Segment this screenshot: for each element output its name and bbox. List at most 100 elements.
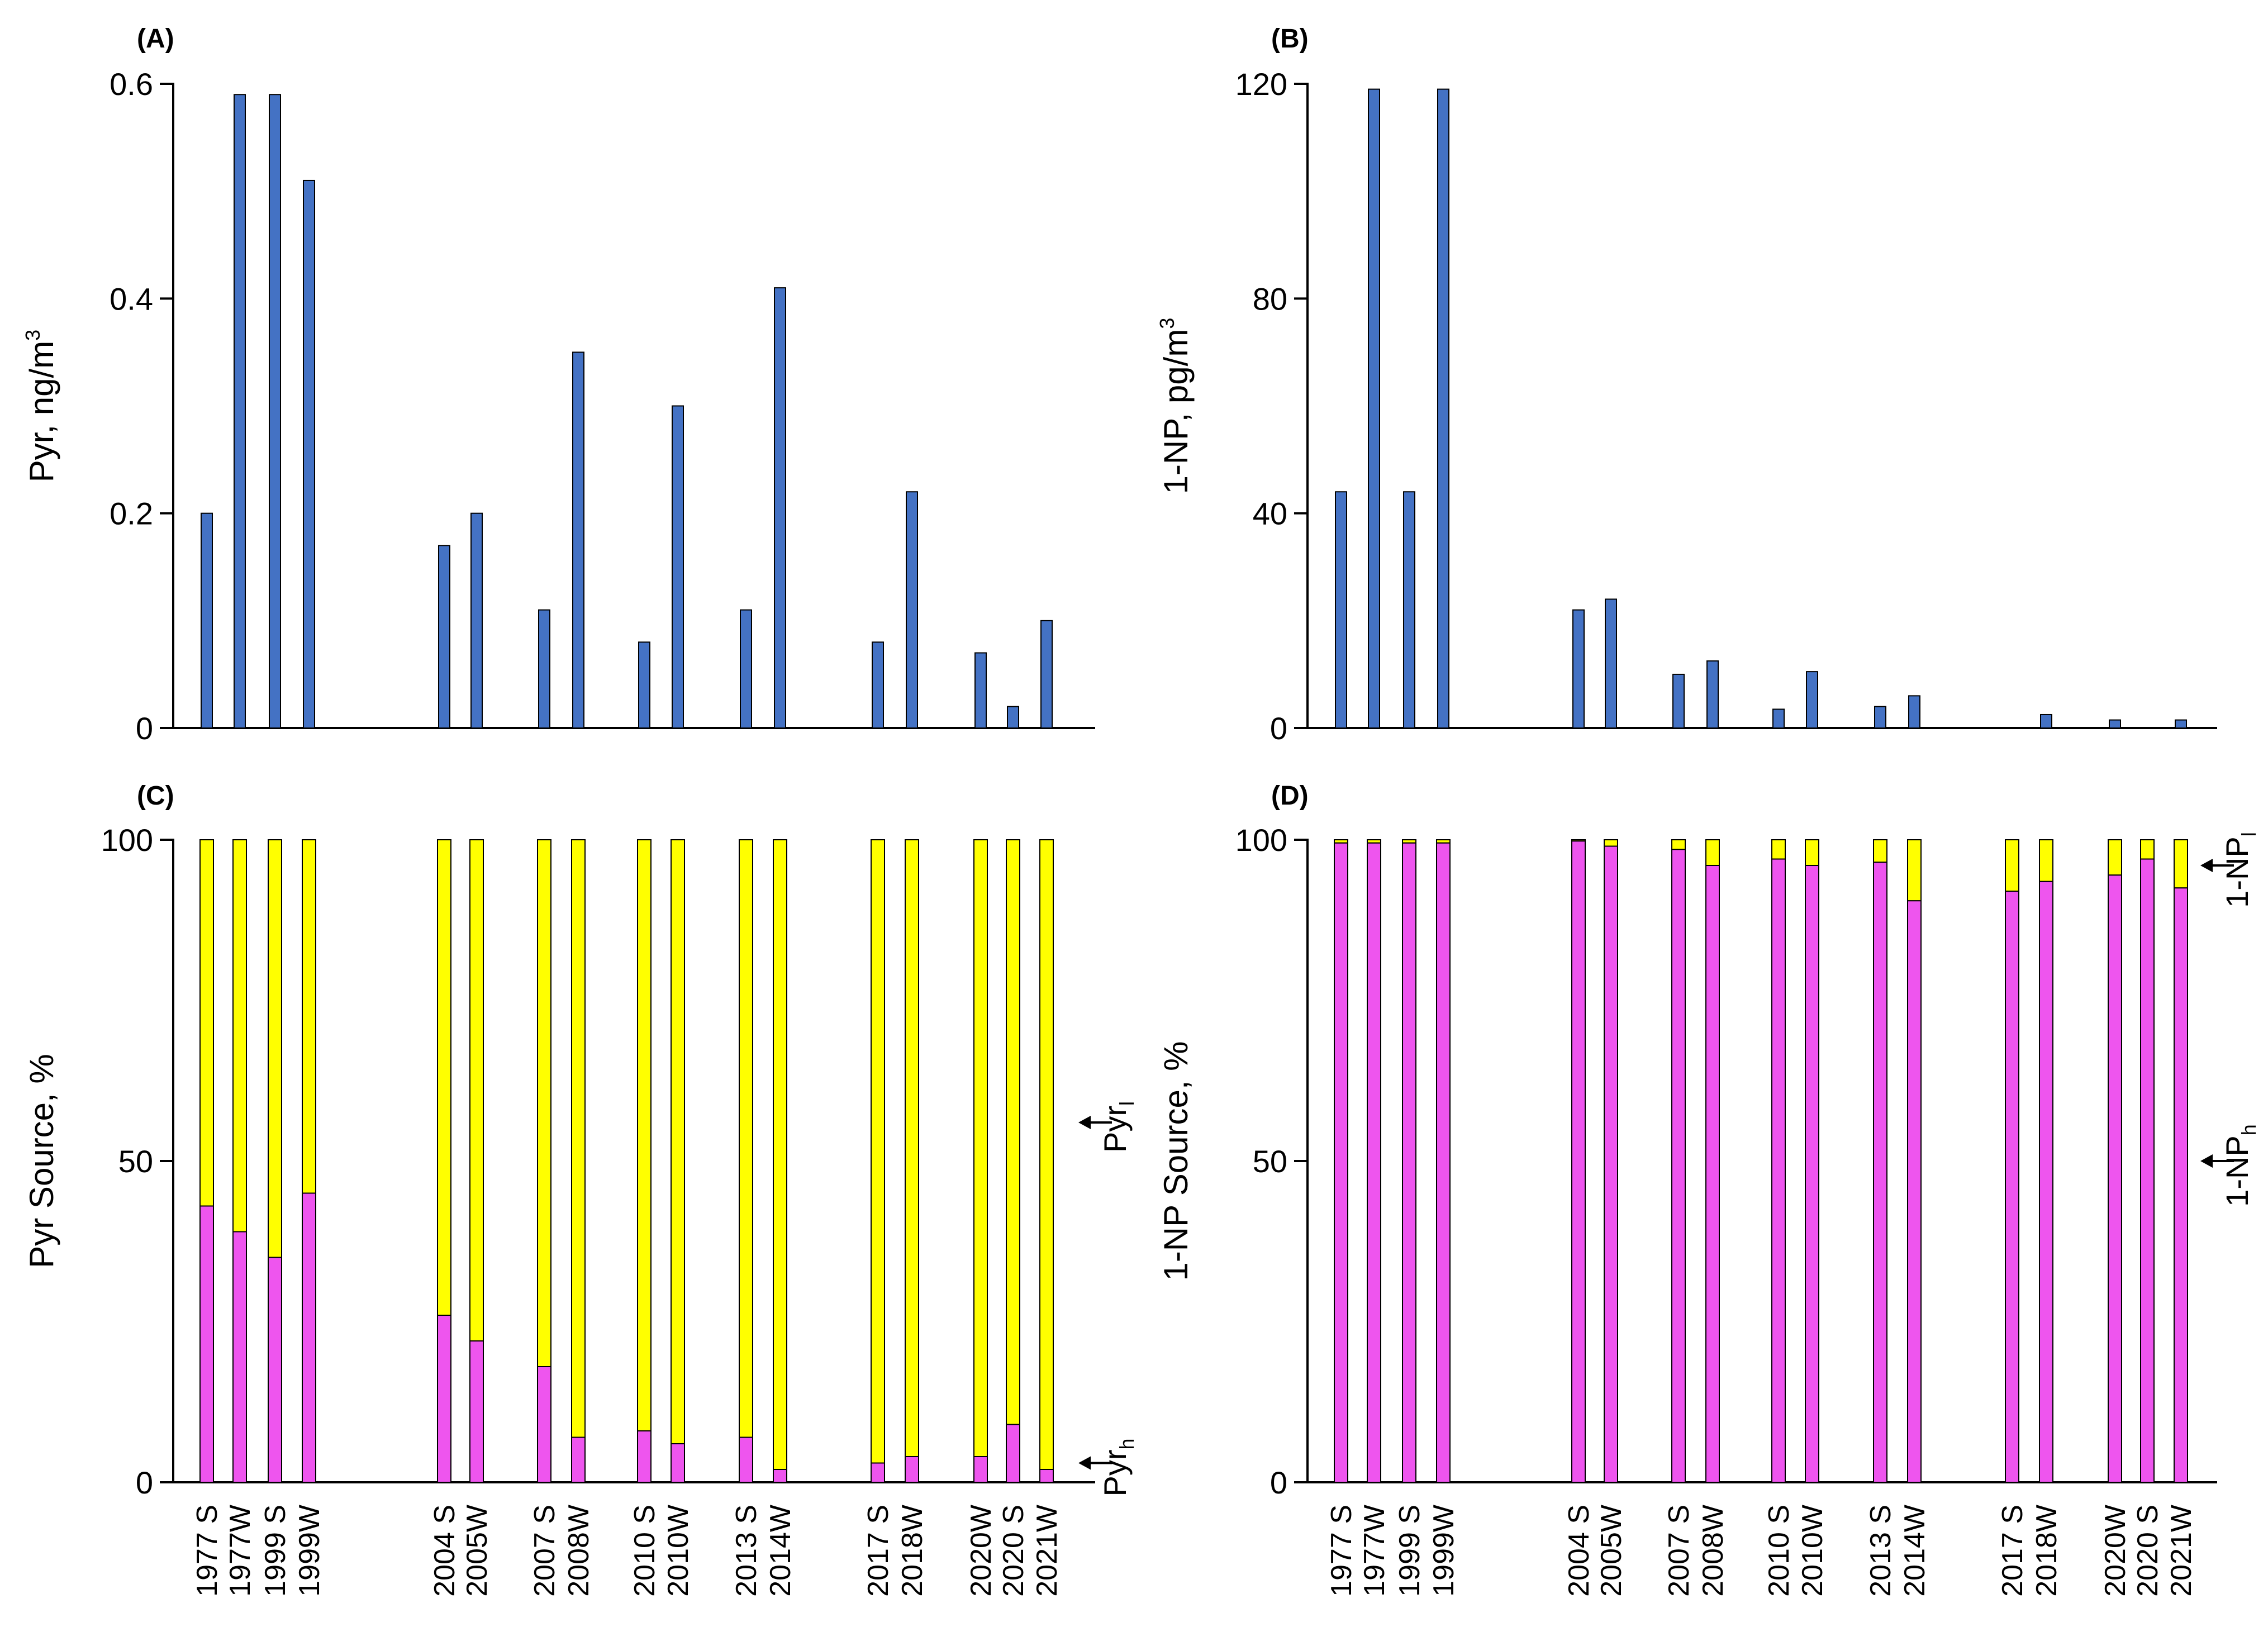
annotation-label: 1-NPh (2219, 1124, 2260, 1207)
x-tick-label: 2018W (896, 1505, 929, 1597)
bar-segment-light (302, 839, 316, 1194)
x-tick-label: 2021W (1031, 1505, 1063, 1597)
bar-segment-heavy (637, 1430, 652, 1483)
y-tick-label: 100 (101, 822, 153, 858)
bar-segment-heavy (1436, 842, 1451, 1483)
x-tick-label: 1977W (1358, 1505, 1391, 1597)
bar-segment-light (268, 839, 282, 1258)
bar-segment-heavy (1705, 865, 1720, 1483)
bar-segment-light (437, 839, 451, 1316)
bar-segment-light (637, 839, 652, 1431)
x-tick-label: 1999 S (1394, 1505, 1426, 1597)
bar-segment-heavy (1604, 845, 1618, 1483)
x-tick-label: 2004 S (1563, 1505, 1595, 1597)
x-tick-label: 2007 S (529, 1505, 561, 1597)
x-tick-label: 2010 S (1763, 1505, 1795, 1597)
x-tick-label: 2017 S (1996, 1505, 2029, 1597)
y-tick-label: 120 (1235, 66, 1287, 102)
bar-segment-light (232, 839, 247, 1233)
bar (2175, 719, 2187, 729)
x-tick-label: 1977 S (191, 1505, 224, 1597)
bar-segment-light (1604, 839, 1618, 847)
bar-segment-heavy (2039, 881, 2053, 1483)
y-tick-label: 0.2 (110, 496, 153, 531)
bar (1772, 708, 1785, 729)
bar-segment-heavy (537, 1366, 551, 1483)
bar-segment-heavy (1671, 849, 1686, 1483)
x-tick-label: 2014W (1899, 1505, 1931, 1597)
x-tick-label: 2008W (563, 1505, 595, 1597)
x-tick-label: 2004 S (429, 1505, 461, 1597)
annotation-label: Pyrl (1097, 1101, 1138, 1153)
arrowhead (1078, 1116, 1091, 1129)
bar (1040, 620, 1053, 729)
x-tick-label: 2013 S (1865, 1505, 1897, 1597)
y-axis-title: Pyr Source, % (23, 1054, 60, 1268)
bar-segment-heavy (302, 1192, 316, 1483)
y-tick-label: 80 (1253, 281, 1287, 316)
bar-segment-light (905, 839, 919, 1457)
x-tick-label: 2008W (1697, 1505, 1729, 1597)
bar-segment-heavy (1367, 842, 1381, 1483)
y-tick-label: 100 (1235, 822, 1287, 858)
x-tick-label: 2010 S (629, 1505, 661, 1597)
bar-segment-heavy (1006, 1424, 1020, 1483)
bar-segment-heavy (2108, 874, 2122, 1483)
bar (740, 609, 752, 729)
x-tick-label: 2020W (965, 1505, 997, 1597)
x-tick-label: 1999 S (259, 1505, 292, 1597)
y-tick-label: 0 (136, 711, 153, 746)
bar (2109, 719, 2121, 729)
bar (1403, 491, 1415, 729)
x-tick-label: 2005W (461, 1505, 493, 1597)
panel-a: (A) 0 0.2 0.4 0.6 Pyr, ng/m3 (21, 24, 1095, 746)
y-tick-label: 0.6 (110, 66, 153, 102)
bar-segment-heavy (2174, 887, 2188, 1483)
bar (1605, 598, 1617, 729)
bar (1672, 673, 1685, 729)
bar (1706, 660, 1719, 729)
bar (872, 641, 884, 729)
bar-segment-light (1671, 839, 1686, 850)
bar-segment-light (1039, 839, 1054, 1470)
panel-d: (D) 0 50 100 1-NP Source, % 1977 S 1977W 1999 S… (1157, 781, 2260, 1597)
bar-segment-light (1705, 839, 1720, 866)
arrowhead (2200, 1154, 2213, 1168)
y-tick-label: 0 (1270, 711, 1287, 746)
bar-segment-heavy (905, 1456, 919, 1483)
bar (906, 491, 918, 729)
bar (470, 512, 483, 729)
y-tick-label: 40 (1253, 496, 1287, 531)
bar (1806, 671, 1818, 729)
x-tick-label: 2005W (1595, 1505, 1628, 1597)
bar (1368, 88, 1380, 729)
x-tick-label: 1999W (293, 1505, 326, 1597)
x-tick-label: 2021W (2165, 1505, 2198, 1597)
bar-segment-heavy (773, 1469, 787, 1483)
bar-segment-light (199, 839, 214, 1207)
bar-segment-light (773, 839, 787, 1470)
bar-segment-light (1873, 839, 1887, 863)
x-tick-label: 2017 S (862, 1505, 895, 1597)
x-tick-label: 2020 S (2132, 1505, 2164, 1597)
x-tick-label: 2018W (2031, 1505, 2063, 1597)
bar-segment-light (2005, 839, 2019, 892)
bar-segment-light (571, 839, 586, 1438)
bar-segment-heavy (1334, 842, 1348, 1483)
panel-letter: (D) (1271, 781, 1309, 811)
y-axis-title: 1-NP Source, % (1157, 1041, 1195, 1281)
bar-segment-light (469, 839, 484, 1341)
bar-segment-light (2174, 839, 2188, 889)
y-tick-label: 0 (1270, 1465, 1287, 1500)
bar-segment-heavy (1873, 862, 1887, 1483)
bar-segment-light (1771, 839, 1786, 860)
bar-segment-heavy (199, 1205, 214, 1483)
bar-segment-heavy (437, 1315, 451, 1483)
bar-segment-light (973, 839, 988, 1457)
bar-segment-light (2039, 839, 2053, 882)
bar-segment-heavy (671, 1443, 685, 1483)
bar (1437, 88, 1449, 729)
bar (672, 405, 684, 729)
bar-segment-heavy (469, 1340, 484, 1483)
